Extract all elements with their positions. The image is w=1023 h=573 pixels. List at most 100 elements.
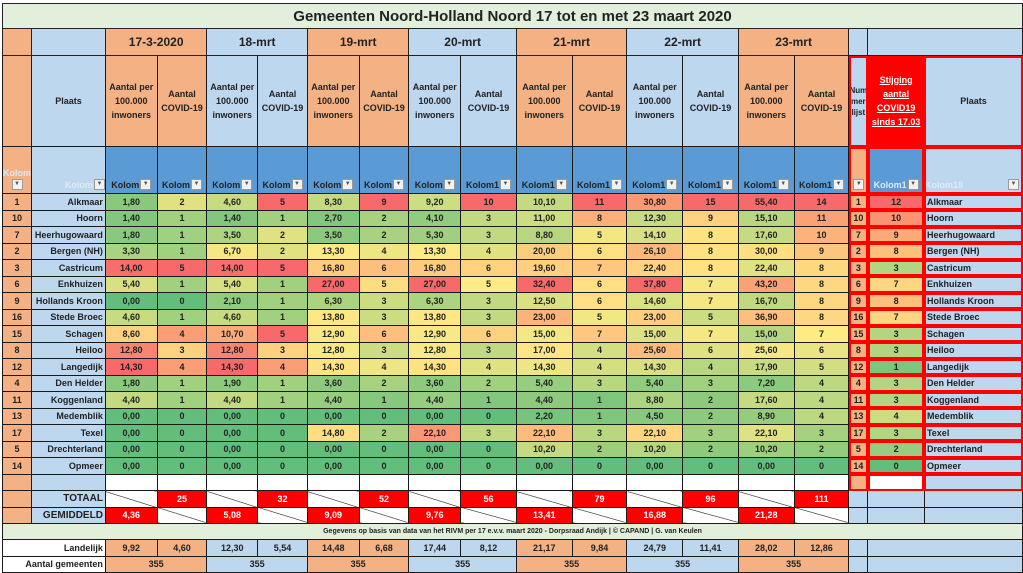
totaal-value[interactable]: 96 xyxy=(682,490,739,508)
filter-col-1[interactable]: Kolom ▼ xyxy=(156,146,208,194)
covid-value[interactable]: 3 xyxy=(460,226,517,244)
covid-value[interactable]: 4 xyxy=(156,358,208,376)
per100k-value[interactable]: 15,00 xyxy=(737,325,795,343)
covid-value[interactable]: 1 xyxy=(156,242,208,260)
plaats2-name[interactable]: Heerhugowaard xyxy=(923,226,1023,244)
covid-value[interactable]: 2 xyxy=(358,374,410,392)
totaal-blank-0[interactable] xyxy=(848,490,869,508)
row-index[interactable]: 17 xyxy=(2,424,32,442)
per100k-value[interactable]: 0,00 xyxy=(626,457,684,475)
per100k-value[interactable]: 12,90 xyxy=(408,325,462,343)
aantal-gemeenten-value[interactable]: 355 xyxy=(737,555,850,573)
filter-control[interactable]: Kolom ▼ xyxy=(263,179,303,190)
row-index[interactable]: 3 xyxy=(2,259,32,277)
per100k-value[interactable]: 12,80 xyxy=(306,341,360,359)
stijging-value[interactable]: 3 xyxy=(867,374,925,392)
covid-value[interactable]: 6 xyxy=(571,242,628,260)
filter-control[interactable]: Kolom ▼ xyxy=(212,179,253,190)
per100k-value[interactable]: 6,30 xyxy=(306,292,360,310)
covid-value[interactable]: 2 xyxy=(460,374,517,392)
covid-value[interactable]: 5 xyxy=(156,259,208,277)
stijging-value[interactable]: 3 xyxy=(867,391,925,409)
per100k-value[interactable]: 17,00 xyxy=(515,341,573,359)
covid-value[interactable]: 3 xyxy=(793,424,850,442)
plaats-name[interactable]: Medemblik xyxy=(31,407,106,425)
per100k-value[interactable]: 0,00 xyxy=(206,407,259,425)
per100k-header[interactable]: Aantal per 100.000 inwoners xyxy=(206,55,259,147)
covid-value[interactable]: 0 xyxy=(682,457,739,475)
empty-cell[interactable] xyxy=(104,473,158,491)
covid-value[interactable]: 6 xyxy=(571,292,628,310)
empty-cell[interactable] xyxy=(156,473,208,491)
covid-value[interactable]: 2 xyxy=(682,391,739,409)
covid-value[interactable]: 10 xyxy=(460,193,517,211)
plaats-name[interactable]: Den Helder xyxy=(31,374,106,392)
plaats-name[interactable]: Drechterland xyxy=(31,440,106,458)
diagonal-cell[interactable] xyxy=(104,490,158,508)
covid-value[interactable]: 8 xyxy=(571,209,628,227)
plaats-name[interactable]: Schagen xyxy=(31,325,106,343)
per100k-value[interactable]: 25,60 xyxy=(626,341,684,359)
covid-value[interactable]: 0 xyxy=(257,457,308,475)
per100k-value[interactable]: 0,00 xyxy=(306,457,360,475)
gemiddeld-value[interactable]: 4,36 xyxy=(104,506,158,524)
per100k-value[interactable]: 0,00 xyxy=(737,457,795,475)
plaats2-name[interactable]: Koggenland xyxy=(923,391,1023,409)
plaats-name[interactable]: Bergen (NH) xyxy=(31,242,106,260)
filter-control[interactable]: Kolom1 ▼ xyxy=(874,179,919,190)
stijging-value[interactable]: 8 xyxy=(867,292,925,310)
aantal-gemeenten-value[interactable]: 355 xyxy=(306,555,410,573)
gemiddeld-value[interactable]: 21,28 xyxy=(737,506,795,524)
per100k-value[interactable]: 17,60 xyxy=(737,391,795,409)
covid-value[interactable]: 0 xyxy=(156,457,208,475)
filter-control[interactable]: Kolom19 ▼ xyxy=(925,179,1019,190)
per100k-value[interactable]: 5,40 xyxy=(626,374,684,392)
per100k-value[interactable]: 1,80 xyxy=(104,374,158,392)
row-index[interactable]: 10 xyxy=(2,209,32,227)
plaats-name[interactable]: Heiloo xyxy=(31,341,106,359)
covid-value[interactable]: 1 xyxy=(156,391,208,409)
covid-value[interactable]: 3 xyxy=(460,424,517,442)
date-header-1[interactable]: 18-mrt xyxy=(206,28,308,56)
landelijk-value[interactable]: 9,92 xyxy=(104,539,158,557)
covid-value[interactable]: 0 xyxy=(156,440,208,458)
nummerlijst-value[interactable]: 17 xyxy=(848,424,869,442)
covid-value[interactable]: 4 xyxy=(793,391,850,409)
covid-value[interactable]: 4 xyxy=(460,358,517,376)
per100k-value[interactable]: 1,40 xyxy=(104,209,158,227)
covid-value[interactable]: 4 xyxy=(571,341,628,359)
gemiddeld-value[interactable]: 13,41 xyxy=(515,506,573,524)
empty-cell[interactable] xyxy=(793,473,850,491)
per100k-value[interactable]: 37,80 xyxy=(626,275,684,293)
dropdown-arrow-icon[interactable]: ▼ xyxy=(1007,179,1019,190)
per100k-value[interactable]: 0,00 xyxy=(408,440,462,458)
plaats-name[interactable]: Opmeer xyxy=(31,457,106,475)
dropdown-arrow-icon[interactable]: ▼ xyxy=(722,179,734,190)
landelijk-value[interactable]: 6,68 xyxy=(358,539,410,557)
per100k-value[interactable]: 10,20 xyxy=(626,440,684,458)
covid-header[interactable]: Aantal COVID-19 xyxy=(682,55,739,147)
nummerlijst-value[interactable]: 15 xyxy=(848,325,869,343)
dropdown-arrow-icon[interactable]: ▼ xyxy=(833,179,845,190)
per100k-value[interactable]: 30,80 xyxy=(626,193,684,211)
per100k-value[interactable]: 0,00 xyxy=(408,457,462,475)
filter-plaats2[interactable]: Kolom19 ▼ xyxy=(923,146,1023,194)
per100k-value[interactable]: 16,80 xyxy=(408,259,462,277)
stijging-value[interactable]: 3 xyxy=(867,259,925,277)
covid-value[interactable]: 9 xyxy=(358,193,410,211)
covid-value[interactable]: 0 xyxy=(257,424,308,442)
date-header-6[interactable]: 23-mrt xyxy=(737,28,850,56)
plaats-name[interactable]: Heerhugowaard xyxy=(31,226,106,244)
dropdown-arrow-icon[interactable]: ▼ xyxy=(500,179,511,190)
plaats2-name[interactable]: Schagen xyxy=(923,325,1023,343)
covid-value[interactable]: 9 xyxy=(682,209,739,227)
row-index[interactable]: 14 xyxy=(2,457,32,475)
covid-value[interactable]: 3 xyxy=(460,308,517,326)
per100k-header[interactable]: Aantal per 100.000 inwoners xyxy=(737,55,795,147)
per100k-value[interactable]: 0,00 xyxy=(206,457,259,475)
covid-value[interactable]: 4 xyxy=(358,358,410,376)
per100k-value[interactable]: 17,90 xyxy=(737,358,795,376)
empty-cell[interactable] xyxy=(515,473,573,491)
dropdown-arrow-icon[interactable]: ▼ xyxy=(611,179,623,190)
per100k-value[interactable]: 10,20 xyxy=(515,440,573,458)
